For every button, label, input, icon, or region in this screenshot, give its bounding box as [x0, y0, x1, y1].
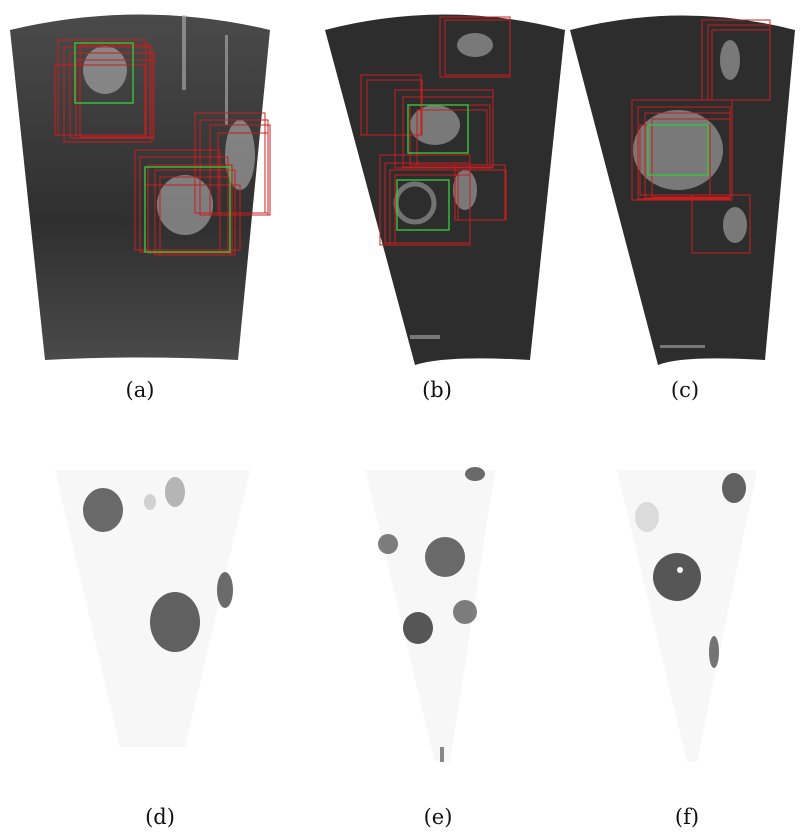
candidate-boxes-a [54, 39, 271, 256]
caption-b: (b) [422, 378, 452, 402]
sonar-image-c [570, 15, 795, 365]
panel-f [612, 462, 777, 767]
bright-targets-c [633, 40, 747, 348]
caption-f: (f) [674, 805, 700, 829]
heatmap-blobs-d [83, 477, 233, 652]
panel-b [325, 5, 565, 370]
ground-truth-boxes-b [396, 104, 469, 231]
panel-d [55, 462, 255, 757]
heatmap-blobs-f [635, 473, 746, 668]
sonar-fan-c [570, 15, 795, 365]
panel-a [10, 5, 271, 370]
ground-truth-boxes-a [74, 42, 231, 253]
ground-truth-boxes-c [647, 124, 709, 176]
sonar-fan-b [325, 14, 565, 365]
caption-d: (d) [145, 805, 175, 829]
caption-c: (c) [670, 378, 700, 402]
heatmap-fan-f [617, 470, 757, 762]
heatmap-fan-d [55, 470, 250, 747]
heatmap-d [55, 470, 250, 747]
sonar-image-b [325, 14, 565, 365]
sonar-image-a [10, 14, 271, 360]
candidate-boxes-c [631, 19, 771, 254]
heatmap-e [365, 467, 495, 762]
panel-e [360, 462, 510, 767]
panel-c [570, 5, 795, 370]
heatmap-f [617, 470, 757, 762]
heatmap-blobs-e [378, 467, 485, 762]
caption-a: (a) [125, 378, 155, 402]
caption-e: (e) [423, 805, 453, 829]
candidate-boxes-b [360, 16, 511, 246]
